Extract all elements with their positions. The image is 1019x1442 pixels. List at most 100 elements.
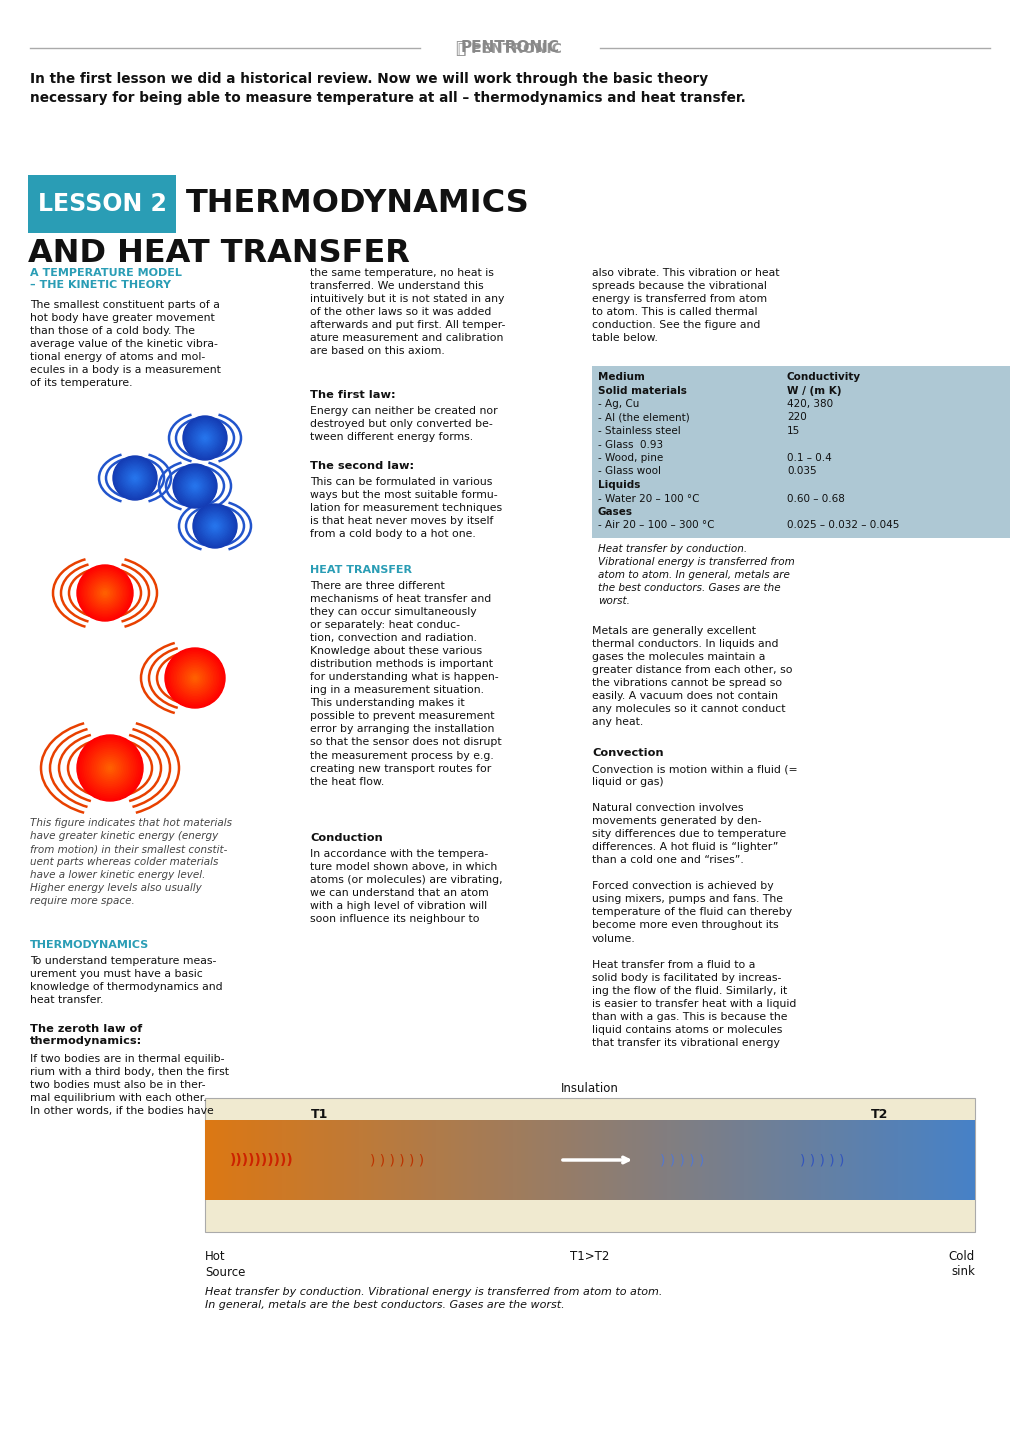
Bar — [844, 1120, 848, 1200]
Circle shape — [185, 477, 204, 495]
Circle shape — [192, 425, 217, 451]
Circle shape — [193, 505, 236, 548]
Circle shape — [98, 585, 112, 600]
Bar — [517, 1120, 521, 1200]
Bar — [820, 1120, 824, 1200]
Text: If two bodies are in thermal equilib-
rium with a third body, then the first
two: If two bodies are in thermal equilib- ri… — [30, 1054, 229, 1116]
Circle shape — [123, 466, 147, 490]
Bar — [393, 1120, 397, 1200]
Text: - Wood, pine: - Wood, pine — [597, 453, 662, 463]
Circle shape — [190, 480, 201, 492]
Bar — [928, 1120, 932, 1200]
Bar — [762, 1120, 767, 1200]
Bar — [720, 1120, 725, 1200]
Bar — [209, 1120, 213, 1200]
Bar — [612, 1120, 616, 1200]
Circle shape — [86, 574, 124, 613]
Circle shape — [113, 456, 157, 500]
Circle shape — [130, 473, 140, 483]
Bar — [578, 1120, 582, 1200]
Bar — [651, 1120, 655, 1200]
Bar — [886, 1120, 890, 1200]
Bar — [281, 1120, 286, 1200]
Bar — [385, 1120, 390, 1200]
Bar — [205, 1120, 209, 1200]
Bar — [755, 1120, 759, 1200]
Circle shape — [88, 746, 132, 790]
Bar — [736, 1120, 740, 1200]
Bar — [420, 1120, 425, 1200]
Bar — [332, 1120, 336, 1200]
Bar — [463, 1120, 467, 1200]
Circle shape — [101, 588, 109, 597]
Circle shape — [175, 466, 214, 506]
Bar — [621, 1120, 625, 1200]
Bar — [951, 1120, 956, 1200]
Bar — [624, 1120, 629, 1200]
Text: 0.035: 0.035 — [787, 467, 816, 476]
Bar — [359, 1120, 363, 1200]
Bar — [643, 1120, 648, 1200]
Circle shape — [194, 427, 216, 450]
Bar — [608, 1120, 613, 1200]
Circle shape — [128, 472, 142, 485]
Text: LESSON 2: LESSON 2 — [38, 192, 166, 216]
Bar — [589, 1120, 594, 1200]
Bar — [920, 1120, 924, 1200]
Bar — [316, 1120, 321, 1200]
Bar — [874, 1120, 878, 1200]
Text: - Glass wool: - Glass wool — [597, 467, 660, 476]
Bar — [554, 1120, 559, 1200]
Bar — [901, 1120, 905, 1200]
Bar — [701, 1120, 705, 1200]
Circle shape — [174, 658, 215, 698]
Bar — [881, 1120, 887, 1200]
Bar — [947, 1120, 952, 1200]
Bar — [274, 1120, 278, 1200]
Text: 15: 15 — [787, 425, 800, 435]
Bar — [239, 1120, 244, 1200]
Bar — [28, 174, 176, 234]
Bar — [374, 1120, 378, 1200]
Bar — [786, 1120, 790, 1200]
Circle shape — [198, 431, 212, 446]
Text: - Water 20 – 100 °C: - Water 20 – 100 °C — [597, 493, 699, 503]
Text: Insulation: Insulation — [560, 1082, 619, 1094]
Bar — [697, 1120, 701, 1200]
Bar — [482, 1120, 486, 1200]
Bar — [301, 1120, 306, 1200]
Bar — [647, 1120, 651, 1200]
Circle shape — [95, 753, 125, 783]
Bar — [732, 1120, 736, 1200]
Bar — [774, 1120, 779, 1200]
Bar — [832, 1120, 836, 1200]
Bar — [508, 1120, 513, 1200]
Bar — [777, 1120, 783, 1200]
Bar — [263, 1120, 267, 1200]
Bar — [543, 1120, 547, 1200]
Bar — [562, 1120, 567, 1200]
Bar — [597, 1120, 601, 1200]
Circle shape — [183, 668, 206, 689]
Bar — [251, 1120, 256, 1200]
Bar — [432, 1120, 436, 1200]
Bar — [824, 1120, 828, 1200]
Text: Conductivity: Conductivity — [787, 372, 860, 382]
Circle shape — [101, 760, 118, 777]
Circle shape — [93, 751, 127, 786]
Text: ) ) ) ) ): ) ) ) ) ) — [659, 1154, 704, 1167]
Bar — [470, 1120, 475, 1200]
Bar — [551, 1120, 555, 1200]
Text: - Air 20 – 100 – 300 °C: - Air 20 – 100 – 300 °C — [597, 521, 713, 531]
Circle shape — [192, 675, 198, 681]
Circle shape — [105, 763, 115, 773]
Bar — [285, 1120, 290, 1200]
Circle shape — [199, 433, 211, 444]
Bar — [809, 1120, 813, 1200]
Bar — [591, 366, 1009, 538]
Text: Conduction: Conduction — [310, 833, 382, 844]
Circle shape — [194, 485, 196, 487]
Bar — [424, 1120, 428, 1200]
Bar — [213, 1120, 217, 1200]
Text: To understand temperature meas-
urement you must have a basic
knowledge of therm: To understand temperature meas- urement … — [30, 956, 222, 1005]
